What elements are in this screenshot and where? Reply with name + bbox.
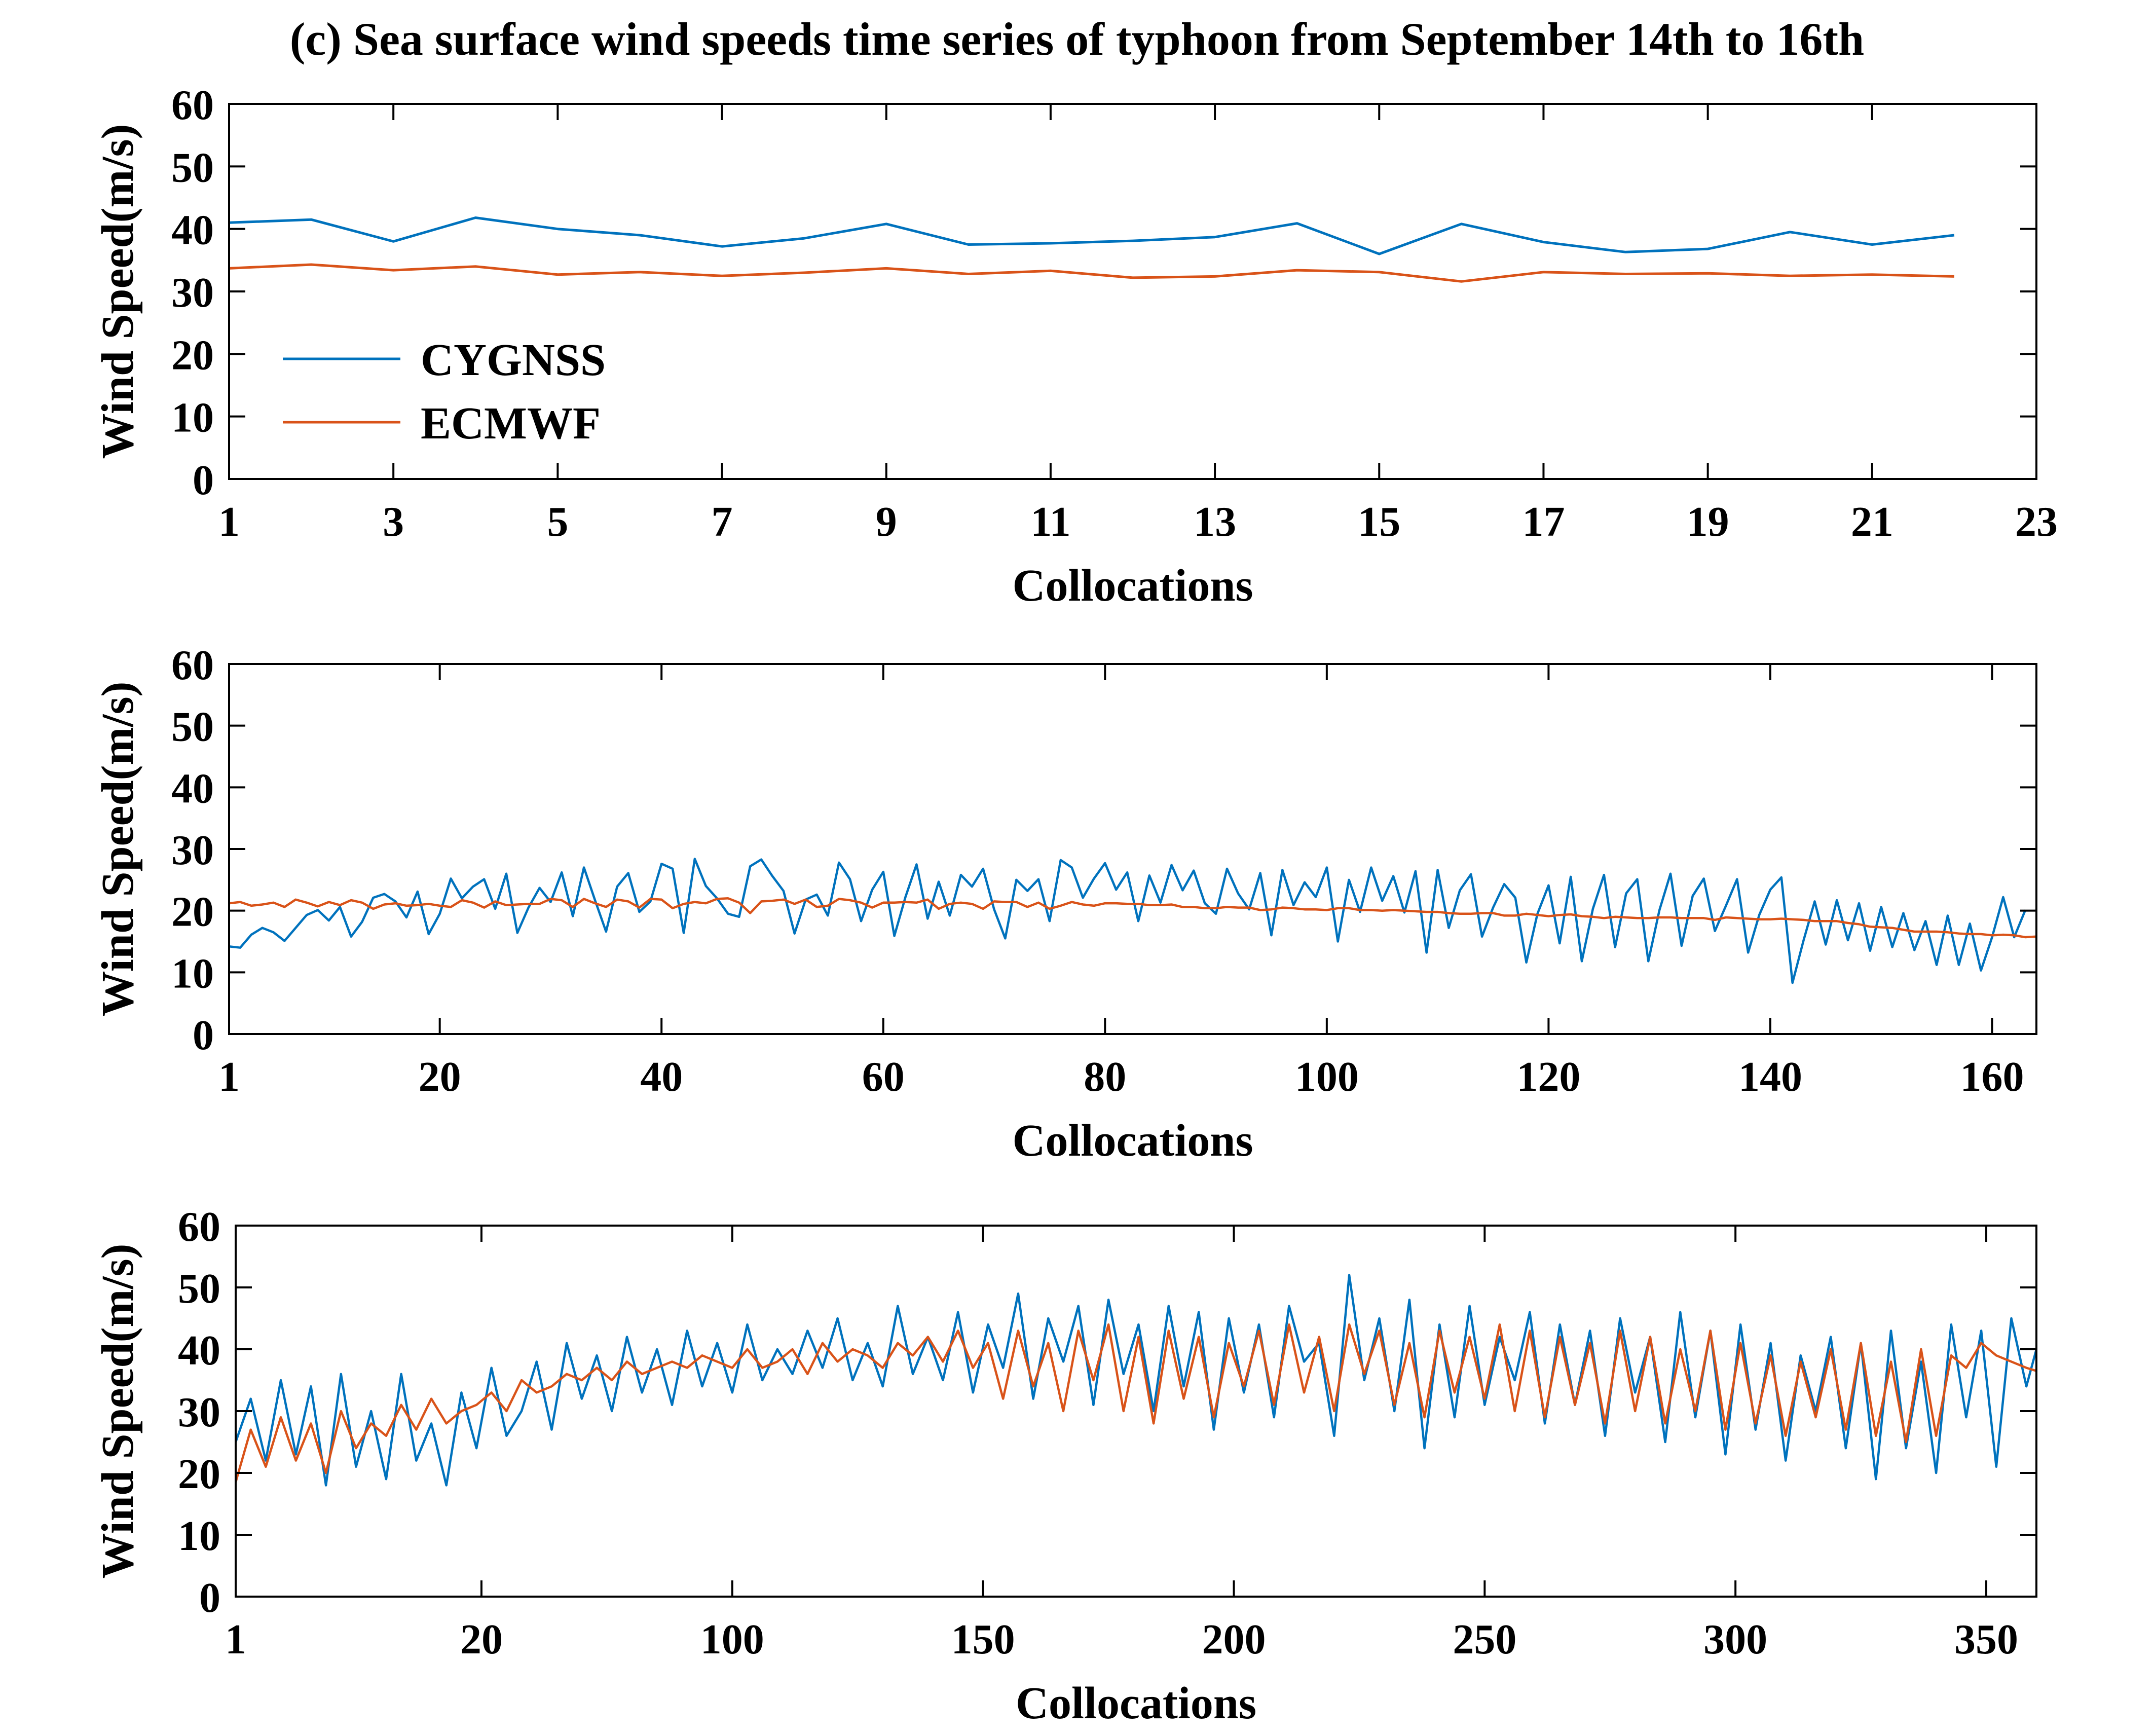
y-tick-label: 40	[178, 1327, 220, 1374]
x-tick-label: 21	[1851, 498, 1893, 545]
x-tick-label: 13	[1194, 498, 1236, 545]
x-axis-label: Collocations	[1012, 561, 1253, 611]
legend: CYGNSS ECMWF	[283, 335, 606, 449]
y-tick-label: 50	[171, 144, 214, 191]
series-line-cygnss	[229, 858, 2027, 984]
y-tick-label: 0	[193, 1012, 214, 1059]
y-axis-label: Wind Speed(m/s)	[93, 124, 143, 459]
x-tick-label: 100	[1295, 1053, 1359, 1100]
x-tick-label: 200	[1202, 1616, 1266, 1663]
x-tick-label: 1	[218, 498, 240, 545]
x-tick-label: 23	[2015, 498, 2058, 545]
x-tick-label: 1	[218, 1053, 240, 1100]
x-tick-label: 17	[1522, 498, 1565, 545]
y-tick-label: 10	[171, 950, 214, 997]
x-tick-label: 150	[951, 1616, 1015, 1663]
x-tick-label: 60	[862, 1053, 905, 1100]
y-tick-label: 60	[171, 82, 214, 129]
x-tick-label: 160	[1960, 1053, 2024, 1100]
y-tick-label: 60	[171, 642, 214, 689]
x-tick-label: 15	[1358, 498, 1400, 545]
y-axis-label: Wind Speed(m/s)	[93, 1244, 143, 1579]
series-line-ecmwf	[236, 1323, 2036, 1483]
x-tick-label: 40	[640, 1053, 683, 1100]
x-tick-label: 250	[1453, 1616, 1516, 1663]
x-axis-label: Collocations	[1016, 1678, 1256, 1728]
x-tick-label: 3	[383, 498, 404, 545]
x-tick-label: 350	[1954, 1616, 2018, 1663]
y-tick-label: 10	[178, 1512, 220, 1560]
x-tick-label: 20	[419, 1053, 461, 1100]
x-tick-label: 19	[1687, 498, 1729, 545]
y-tick-label: 40	[171, 765, 214, 812]
x-tick-label: 300	[1703, 1616, 1767, 1663]
y-tick-label: 0	[193, 457, 214, 504]
y-tick-label: 30	[171, 827, 214, 874]
x-tick-label: 140	[1738, 1053, 1802, 1100]
y-tick-label: 20	[178, 1451, 220, 1498]
y-tick-label: 20	[171, 331, 214, 379]
x-axis-label: Collocations	[1012, 1116, 1253, 1166]
legend-label-ecmwf: ECMWF	[421, 398, 601, 449]
x-tick-label: 7	[712, 498, 733, 545]
x-tick-label: 120	[1516, 1053, 1580, 1100]
x-tick-label: 100	[700, 1616, 764, 1663]
figure-title: (c) Sea surface wind speeds time series …	[290, 13, 1864, 65]
series-line-ecmwf	[229, 897, 2036, 939]
y-tick-label: 30	[171, 269, 214, 316]
series-line-cygnss	[236, 1274, 2036, 1487]
y-tick-label: 0	[199, 1574, 220, 1621]
y-tick-label: 30	[178, 1389, 220, 1436]
y-axis-label: Wind Speed(m/s)	[93, 682, 143, 1017]
y-tick-label: 50	[171, 704, 214, 751]
y-tick-label: 60	[178, 1203, 220, 1250]
series-line-ecmwf	[229, 263, 1954, 283]
x-tick-label: 5	[547, 498, 568, 545]
x-tick-label: 9	[876, 498, 897, 545]
y-tick-label: 40	[171, 207, 214, 254]
x-tick-label: 11	[1030, 498, 1070, 545]
y-tick-label: 20	[171, 889, 214, 936]
y-tick-label: 50	[178, 1265, 220, 1312]
x-tick-label: 20	[460, 1616, 503, 1663]
x-tick-label: 1	[225, 1616, 246, 1663]
legend-label-cygnss: CYGNSS	[421, 335, 606, 385]
series-line-cygnss	[229, 216, 1955, 255]
chart-panel-3: 0 10 20 30 40 50 60 1 20 100 150 200 250 300 350 Colloc…	[93, 1203, 2037, 1728]
x-tick-label: 80	[1084, 1053, 1126, 1100]
y-tick-label: 10	[171, 394, 214, 441]
